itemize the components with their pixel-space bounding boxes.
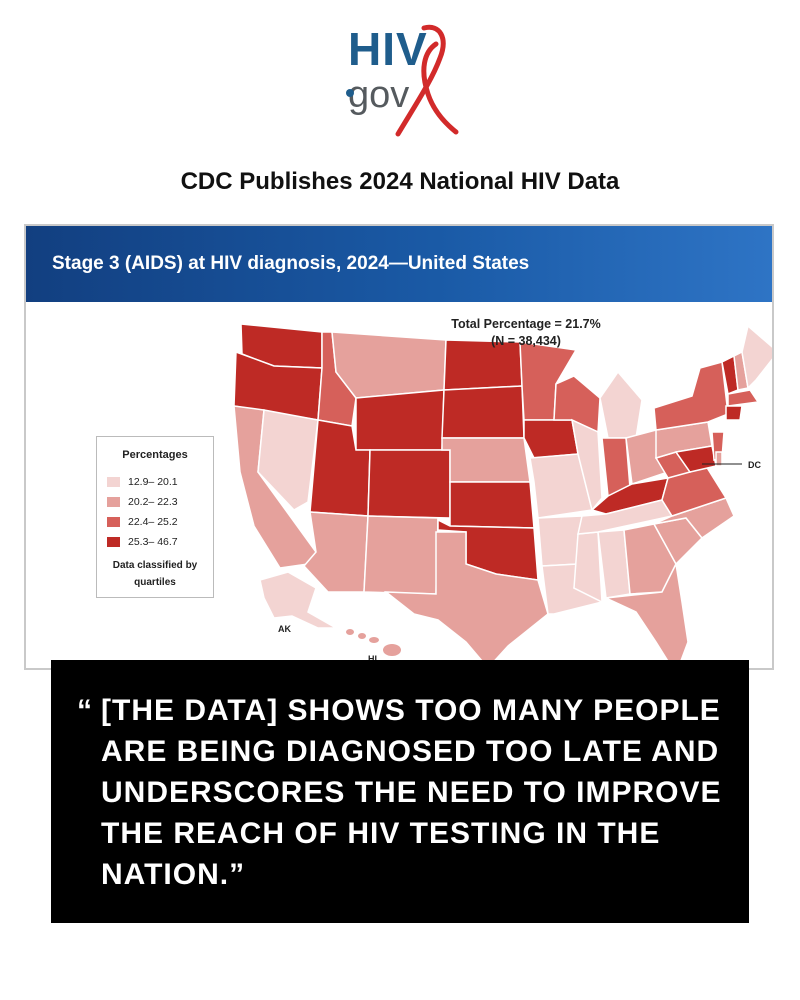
legend-label: 25.3– 46.7 [128,536,178,548]
quote-text: [THE DATA] SHOWS TOO MANY PEOPLE ARE BEI… [101,694,722,891]
map-title: Stage 3 (AIDS) at HIV diagnosis, 2024—Un… [52,253,530,274]
state-de [715,451,723,467]
hivgov-logo: HIV gov [336,18,466,144]
state-il [571,418,603,512]
legend-note-line-1: Data classified by [112,560,198,571]
us-choropleth-map: DC AK HI [233,323,772,668]
state-me [741,324,772,390]
total-line-2: (N = 38,434) [491,334,561,348]
hi-label: HI [368,654,377,664]
logo-text-hiv: HIV [348,23,428,75]
legend-item: 12.9– 20.1 [107,475,178,489]
state-sd [441,385,525,439]
state-mo [529,453,593,519]
quote: “ [THE DATA] SHOWS TOO MANY PEOPLE ARE B… [77,690,741,895]
legend-swatch [107,537,120,547]
legend-label: 20.2– 22.3 [128,496,178,508]
ak-label: AK [278,624,291,634]
state-nm [363,515,439,595]
legend-label: 12.9– 20.1 [128,476,178,488]
state-nv [257,409,319,511]
red-ribbon-icon [346,24,459,137]
total-percentage: Total Percentage = 21.7% (N = 38,434) [406,316,646,350]
state-ar [537,515,583,567]
total-line-1: Total Percentage = 21.7% [451,317,601,331]
legend-item: 22.4– 25.2 [107,515,178,529]
headline: CDC Publishes 2024 National HIV Data [180,168,620,195]
legend-item: 20.2– 22.3 [107,495,178,509]
state-fl [603,561,689,668]
state-ct [725,405,743,421]
legend-label: 22.4– 25.2 [128,516,178,528]
quote-open-mark: “ [77,694,93,727]
legend-note-line-2: quartiles [134,577,176,588]
quote-box: “ [THE DATA] SHOWS TOO MANY PEOPLE ARE B… [51,660,749,923]
legend-note: Data classified by quartiles [97,557,213,591]
state-ks [449,481,535,529]
state-ak [259,571,339,629]
legend-swatch [107,497,120,507]
panel-header: Stage 3 (AIDS) at HIV diagnosis, 2024—Un… [26,226,772,302]
dc-label: DC [748,460,761,470]
legend-swatch [107,477,120,487]
state-wy [355,389,445,451]
state-ma [727,389,760,407]
state-mi [599,370,643,439]
legend-title: Percentages [122,449,188,461]
state-co [367,449,451,519]
state-ne [441,437,531,483]
map-legend: Percentages 12.9– 20.1 20.2– 22.3 22.4– … [96,436,214,598]
map-panel: Stage 3 (AIDS) at HIV diagnosis, 2024—Un… [24,224,774,670]
state-ia [523,419,579,459]
state-hi [346,629,401,656]
legend-swatch [107,517,120,527]
state-tx [383,531,549,668]
logo-text-gov: gov [348,74,410,116]
legend-item: 25.3– 46.7 [107,535,178,549]
state-ny [653,361,729,431]
